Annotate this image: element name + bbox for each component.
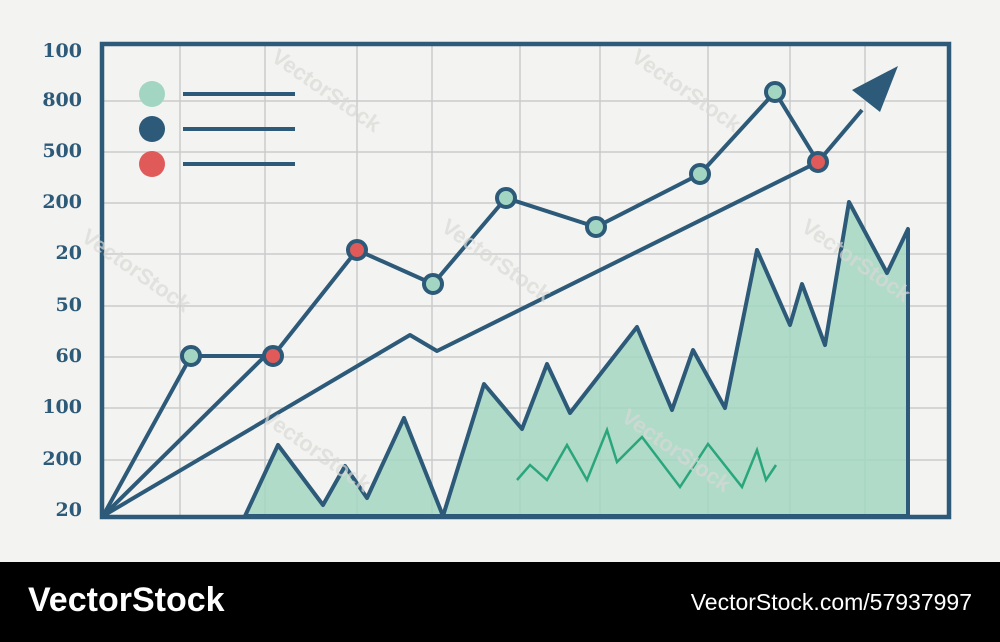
arrow-head	[852, 66, 898, 112]
legend-dot	[139, 151, 165, 177]
side-line	[101, 356, 265, 518]
axis-label: 200	[42, 448, 82, 470]
point	[764, 81, 786, 103]
area	[243, 200, 910, 518]
axis-label: 60	[56, 345, 82, 367]
point	[346, 239, 368, 261]
point	[689, 163, 711, 185]
points	[180, 81, 829, 367]
axis-label: 20	[56, 242, 82, 264]
axis-label: 50	[56, 294, 82, 316]
axis-label: 100	[42, 396, 82, 418]
point	[807, 151, 829, 173]
point	[180, 345, 202, 367]
inner-line	[516, 426, 778, 490]
axis-label: 20	[56, 499, 82, 521]
axis-label: 800	[42, 89, 82, 111]
footer-url: VectorStock.com/57937997	[691, 589, 972, 615]
point	[495, 187, 517, 209]
frame	[99, 41, 952, 520]
axis-label: 200	[42, 191, 82, 213]
legend-dot	[139, 81, 165, 107]
axis-label: 500	[42, 140, 82, 162]
legend	[139, 81, 295, 177]
axis-labels: 100 800 500 200 20 50 60 100 200 20	[42, 40, 82, 521]
footer-brand: VectorStock	[28, 581, 225, 619]
axis-label: 100	[42, 40, 82, 62]
main-line	[101, 90, 820, 517]
footer-bar	[0, 562, 1000, 642]
point	[585, 216, 607, 238]
point	[422, 273, 444, 295]
point	[262, 345, 284, 367]
trend-line	[101, 108, 864, 518]
legend-dot	[139, 116, 165, 142]
